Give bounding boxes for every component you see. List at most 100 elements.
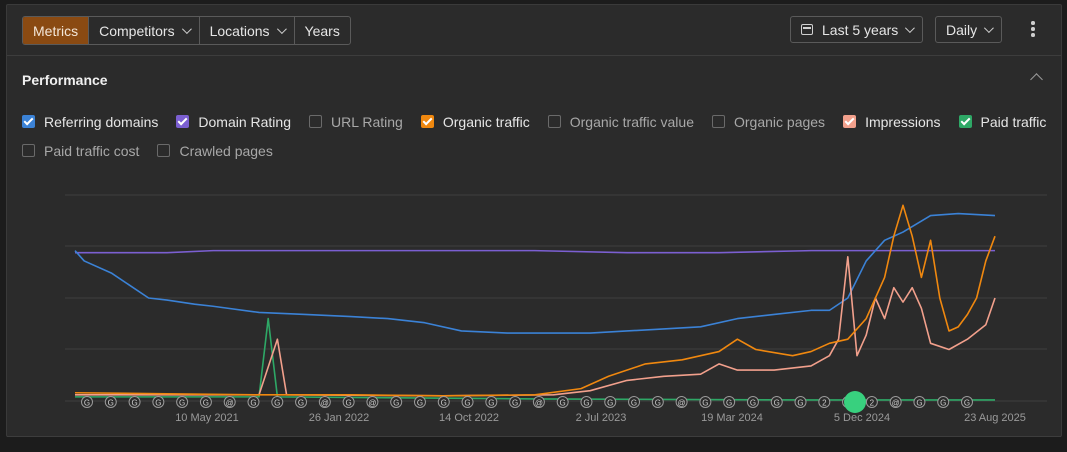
annotation-marker[interactable] (152, 396, 165, 408)
annotation-marker[interactable] (413, 396, 426, 408)
kebab-menu-icon[interactable] (1031, 21, 1035, 39)
annotation-marker[interactable] (651, 396, 664, 408)
checkbox-icon[interactable] (157, 144, 171, 157)
annotation-marker[interactable] (794, 396, 807, 408)
legend-item-organic-traffic-value[interactable]: Organic traffic value (547, 113, 694, 130)
chevron-down-icon (276, 24, 287, 35)
tab-metrics[interactable]: Metrics (23, 17, 89, 44)
annotation-marker[interactable] (913, 396, 926, 408)
x-tick-label: 23 Aug 2025 (964, 412, 1026, 424)
annotation-marker[interactable] (746, 396, 759, 408)
series-line-organic-traffic[interactable] (74, 204, 996, 397)
series-line-referring-domains[interactable] (74, 212, 996, 334)
annotation-label: G (726, 399, 732, 408)
annotation-marker[interactable] (247, 396, 260, 408)
checkbox-icon[interactable] (547, 115, 561, 128)
chevron-down-icon (905, 23, 916, 34)
legend-item-domain-rating[interactable]: Domain Rating (176, 114, 291, 130)
legend-label: Crawled pages (179, 142, 273, 159)
legend-item-organic-traffic[interactable]: Organic traffic (420, 113, 530, 130)
annotation-marker[interactable] (295, 396, 308, 408)
legend-item-organic-pages[interactable]: Organic pages (712, 114, 825, 130)
checkbox-icon[interactable] (22, 115, 35, 128)
checkbox-icon[interactable] (712, 115, 725, 128)
annotation-marker[interactable] (271, 396, 284, 408)
tab-years[interactable]: Years (293, 17, 350, 44)
annotation-label: G (441, 399, 447, 408)
annotation-marker[interactable] (485, 396, 498, 408)
annotation-marker[interactable] (889, 396, 902, 408)
annotation-label: G (417, 399, 423, 408)
annotation-marker[interactable] (818, 396, 831, 408)
annotation-marker[interactable] (461, 396, 474, 408)
legend-item-url-rating[interactable]: URL Rating (309, 114, 403, 130)
granularity-dropdown[interactable]: Daily (935, 16, 1003, 43)
checkbox-icon[interactable] (309, 115, 322, 128)
date-range-label: Last 5 years (822, 21, 899, 38)
annotation-marker[interactable] (318, 396, 331, 408)
legend-label: Organic traffic (442, 113, 530, 130)
series-line-domain-rating[interactable] (75, 249, 995, 254)
annotation-marker[interactable] (580, 396, 593, 408)
annotation-marker[interactable] (770, 396, 783, 408)
metrics-legend: Referring domains Domain Rating URL Rating… (22, 107, 1052, 165)
legend-row: Paid traffic cost Crawled pages (22, 136, 1052, 165)
legend-item-paid-traffic[interactable]: Paid traffic (958, 113, 1047, 130)
checkbox-icon[interactable] (420, 115, 434, 128)
annotation-label: @ (535, 399, 543, 408)
annotation-marker[interactable] (628, 396, 641, 408)
annotation-marker[interactable] (699, 396, 712, 408)
annotation-marker[interactable] (390, 396, 403, 408)
highlight-marker (844, 391, 866, 413)
annotation-marker[interactable] (366, 396, 379, 408)
annotation-label: 2 (822, 399, 827, 408)
legend-label: Organic traffic value (569, 113, 694, 130)
annotation-marker[interactable] (104, 396, 117, 408)
checkbox-icon[interactable] (176, 115, 190, 128)
chevron-up-icon[interactable] (1030, 73, 1043, 86)
annotation-marker[interactable] (176, 396, 189, 408)
annotation-marker[interactable] (961, 396, 973, 408)
annotation-marker[interactable] (723, 396, 736, 408)
x-tick-label: 2 Jul 2023 (576, 412, 627, 424)
annotation-label: G (155, 399, 161, 408)
annotation-marker[interactable] (199, 396, 212, 408)
annotation-marker[interactable] (437, 396, 450, 408)
annotation-marker[interactable] (128, 396, 141, 408)
tab-competitors[interactable]: Competitors (88, 17, 198, 44)
annotation-marker[interactable] (509, 396, 522, 408)
date-range-dropdown[interactable]: Last 5 years (790, 16, 924, 43)
legend-item-impressions[interactable]: Impressions (843, 114, 941, 130)
legend-item-referring-domains[interactable]: Referring domains (22, 114, 158, 130)
annotation-marker[interactable] (604, 396, 617, 408)
tab-group: Metrics Competitors Locations Years (22, 16, 351, 45)
checkbox-icon[interactable] (958, 115, 972, 128)
checkbox-icon[interactable] (843, 115, 857, 128)
legend-item-paid-traffic-cost[interactable]: Paid traffic cost (22, 143, 139, 159)
x-tick-label: 14 Oct 2022 (439, 412, 499, 424)
annotation-marker[interactable] (556, 396, 569, 408)
annotation-label: G (702, 399, 708, 408)
tab-locations[interactable]: Locations (198, 17, 294, 44)
annotation-label: G (631, 399, 637, 408)
series-line-paid-traffic[interactable] (75, 317, 995, 401)
annotation-label: G (655, 399, 661, 408)
tab-label: Competitors (99, 22, 175, 39)
legend-item-crawled-pages[interactable]: Crawled pages (157, 142, 273, 159)
annotation-marker[interactable] (81, 396, 93, 408)
annotation-marker[interactable] (223, 396, 236, 408)
annotation-marker[interactable] (532, 396, 545, 408)
legend-label: Paid traffic (980, 113, 1047, 130)
checkbox-icon[interactable] (22, 144, 35, 157)
annotation-marker[interactable] (937, 396, 950, 408)
annotation-label: G (512, 399, 518, 408)
annotation-marker[interactable] (675, 396, 688, 408)
annotation-label: G (964, 399, 970, 408)
series-line-impressions[interactable] (75, 256, 996, 397)
tab-label: Metrics (33, 22, 79, 39)
annotation-marker[interactable] (342, 396, 355, 408)
chevron-down-icon (181, 24, 192, 35)
legend-label: Referring domains (44, 113, 159, 130)
annotation-label: G (488, 399, 494, 408)
annotation-marker[interactable] (865, 396, 878, 408)
